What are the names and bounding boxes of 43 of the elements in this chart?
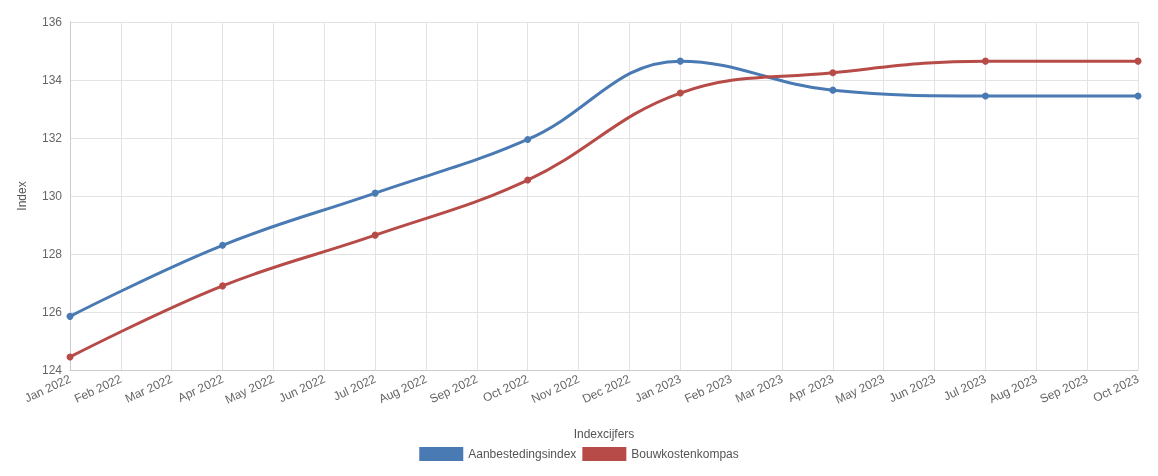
x-tick-label: May 2023 bbox=[833, 371, 887, 407]
x-tick-label: Sep 2022 bbox=[427, 371, 481, 407]
point bbox=[981, 57, 989, 65]
x-tick-label: Sep 2023 bbox=[1037, 371, 1091, 407]
point bbox=[829, 69, 837, 77]
y-tick-label: 132 bbox=[41, 131, 63, 145]
y-tick-label: 124 bbox=[41, 363, 63, 377]
point bbox=[676, 89, 684, 97]
y-tick-label: 134 bbox=[41, 73, 63, 87]
point bbox=[66, 312, 74, 320]
legend-label: Aanbestedingsindex bbox=[468, 447, 577, 461]
point bbox=[371, 231, 379, 239]
y-tick-label: 136 bbox=[41, 15, 63, 29]
x-tick-label: Feb 2023 bbox=[682, 371, 735, 406]
x-tick-label: Oct 2023 bbox=[1090, 371, 1142, 405]
x-axis-title: Indexcijfers bbox=[573, 427, 635, 441]
point bbox=[371, 189, 379, 197]
point bbox=[524, 176, 532, 184]
x-tick-label: Jul 2023 bbox=[941, 371, 989, 404]
x-tick-label: Jun 2023 bbox=[886, 371, 938, 406]
y-axis-title: Index bbox=[15, 181, 29, 211]
point bbox=[829, 86, 837, 94]
y-tick-label: 128 bbox=[41, 247, 63, 261]
x-tick-label: Aug 2022 bbox=[376, 371, 430, 407]
point bbox=[981, 92, 989, 100]
y-tick-label: 126 bbox=[41, 305, 63, 319]
x-tick-label: Mar 2023 bbox=[733, 371, 786, 406]
x-tick-label: Jan 2023 bbox=[632, 371, 684, 406]
x-tick-label: Aug 2023 bbox=[986, 371, 1040, 407]
x-tick-label: Dec 2022 bbox=[579, 371, 633, 407]
legend-label: Bouwkostenkompas bbox=[631, 447, 739, 461]
point bbox=[524, 135, 532, 143]
point bbox=[676, 57, 684, 65]
x-tick-label: Feb 2022 bbox=[72, 371, 125, 406]
y-tick-label: 130 bbox=[41, 189, 63, 203]
point bbox=[219, 241, 227, 249]
x-tick-label: Mar 2022 bbox=[122, 371, 175, 406]
x-tick-label: Apr 2022 bbox=[175, 371, 226, 405]
x-tick-label: Jun 2022 bbox=[276, 371, 328, 406]
x-tick-label: Oct 2022 bbox=[480, 371, 531, 405]
x-tick-label: Jul 2022 bbox=[331, 371, 379, 404]
point bbox=[219, 282, 227, 290]
x-tick-label: Nov 2022 bbox=[529, 371, 582, 407]
